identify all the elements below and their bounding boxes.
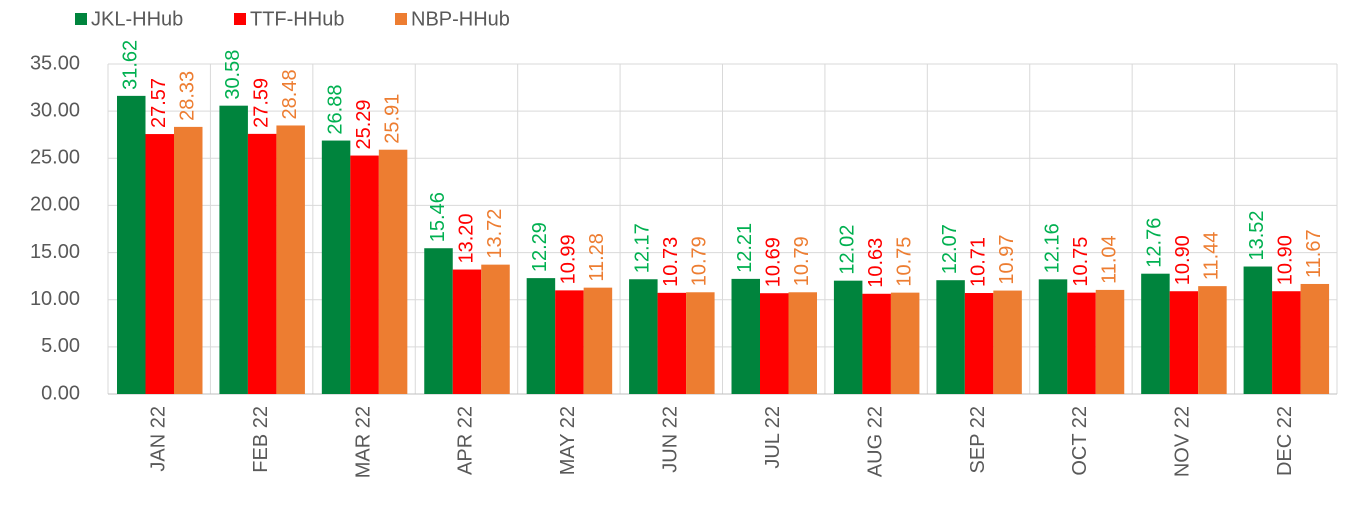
y-tick-label: 20.00	[30, 194, 80, 216]
y-tick-label: 35.00	[30, 52, 80, 74]
data-label: 10.97	[996, 235, 1018, 285]
bar	[145, 134, 174, 394]
bar	[788, 292, 817, 394]
bar	[247, 133, 277, 394]
data-label: 10.79	[689, 236, 711, 286]
data-label: 10.79	[791, 236, 813, 286]
bar	[686, 292, 715, 394]
legend-label: NBP-HHub	[411, 8, 510, 30]
y-tick-label: 0.00	[41, 382, 80, 404]
legend-swatch	[234, 13, 246, 25]
bar	[555, 290, 584, 394]
bar	[1300, 283, 1330, 394]
bar	[890, 292, 920, 394]
bar	[1169, 291, 1199, 394]
x-tick-label: NOV 22	[1172, 406, 1194, 477]
bar	[760, 293, 789, 394]
x-tick-label: MAR 22	[352, 406, 374, 478]
legend-swatch	[75, 13, 87, 25]
x-tick-label: OCT 22	[1069, 406, 1091, 476]
y-tick-label: 30.00	[30, 99, 80, 121]
data-label: 12.02	[836, 225, 858, 275]
data-label: 10.71	[967, 237, 989, 287]
bar	[862, 293, 891, 394]
data-label: 13.72	[484, 209, 506, 259]
data-label: 11.28	[586, 233, 608, 282]
bar	[964, 293, 994, 394]
bar	[731, 278, 760, 394]
data-label: 12.76	[1144, 218, 1166, 268]
x-tick-label: JUL 22	[762, 406, 784, 469]
data-label: 27.57	[148, 78, 170, 128]
bar	[583, 287, 613, 394]
bar	[993, 290, 1022, 394]
data-label: 28.48	[279, 69, 301, 119]
bar	[1038, 279, 1068, 394]
data-label: 12.29	[529, 222, 551, 272]
bar	[1095, 289, 1125, 394]
bar	[526, 278, 556, 394]
data-label: 11.04	[1098, 235, 1120, 284]
data-label: 10.90	[1172, 235, 1194, 285]
bar	[936, 280, 965, 394]
data-label: 25.29	[353, 99, 375, 149]
data-label: 26.88	[324, 84, 346, 134]
x-tick-label: FEB 22	[250, 406, 272, 473]
x-tick-label: JUN 22	[660, 406, 682, 473]
bar	[378, 149, 408, 394]
y-tick-label: 25.00	[30, 147, 80, 169]
legend-label: JKL-HHub	[91, 8, 183, 30]
x-tick-label: MAY 22	[557, 406, 579, 475]
data-label: 11.67	[1303, 229, 1325, 278]
data-label: 25.91	[381, 94, 403, 144]
data-label: 10.75	[893, 237, 915, 287]
x-tick-label: AUG 22	[864, 406, 886, 477]
data-label: 15.46	[427, 192, 449, 242]
data-label: 27.59	[250, 78, 272, 128]
x-tick-label: SEP 22	[967, 406, 989, 473]
bar	[833, 280, 863, 394]
bar	[629, 279, 658, 394]
data-label: 12.16	[1041, 223, 1063, 273]
bar	[1243, 266, 1273, 394]
x-tick-label: JAN 22	[147, 406, 169, 472]
bar	[452, 269, 482, 394]
bar	[219, 105, 248, 394]
bar	[174, 126, 203, 394]
data-label: 10.75	[1070, 237, 1092, 287]
bar	[1141, 273, 1170, 394]
bar	[117, 95, 146, 395]
bar	[321, 140, 351, 394]
data-label: 31.62	[120, 40, 142, 90]
bar	[424, 248, 453, 394]
legend-swatch	[395, 13, 407, 25]
bar	[276, 125, 305, 394]
data-label: 10.99	[558, 234, 580, 284]
bar	[350, 155, 379, 394]
data-label: 30.58	[222, 50, 244, 100]
legend-label: TTF-HHub	[250, 8, 344, 30]
data-label: 12.21	[734, 223, 756, 273]
y-tick-label: 10.00	[30, 288, 80, 310]
data-label: 12.07	[939, 224, 961, 274]
data-label: 10.73	[660, 237, 682, 287]
data-label: 10.69	[763, 237, 785, 287]
data-label: 13.52	[1246, 210, 1268, 260]
data-label: 10.90	[1275, 235, 1297, 285]
bar	[657, 292, 687, 394]
bar	[1067, 292, 1096, 394]
data-label: 10.63	[865, 238, 887, 288]
data-label: 28.33	[177, 71, 199, 121]
bar	[1198, 286, 1227, 394]
bar	[1272, 291, 1301, 394]
data-label: 11.44	[1201, 232, 1223, 281]
x-tick-label: APR 22	[455, 406, 477, 475]
data-label: 12.17	[632, 223, 654, 273]
y-tick-label: 5.00	[41, 335, 80, 357]
x-tick-label: DEC 22	[1274, 406, 1296, 476]
data-label: 13.20	[455, 213, 477, 263]
bar	[481, 264, 510, 394]
y-tick-label: 15.00	[30, 241, 80, 263]
